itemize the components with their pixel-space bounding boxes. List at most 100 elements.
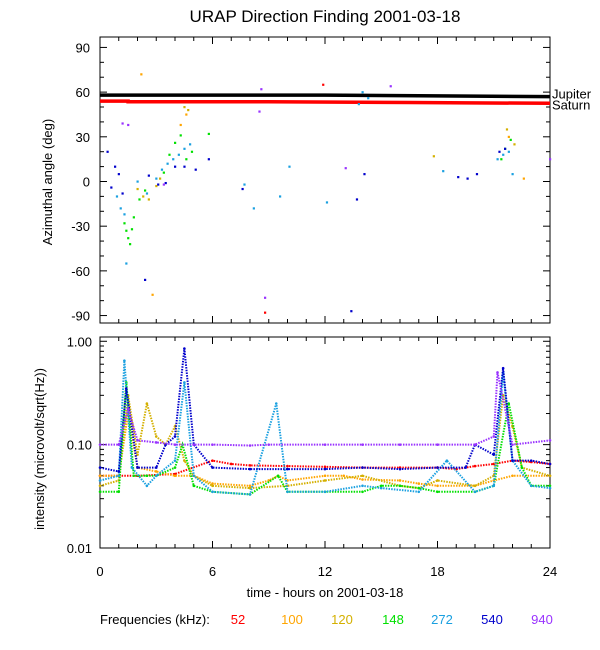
azimuth-point — [252, 207, 255, 210]
intensity-point — [548, 462, 552, 466]
y-tick-label: 0.01 — [67, 541, 92, 556]
chart-title: URAP Direction Finding 2001-03-18 — [190, 7, 461, 26]
x-tick-label: 24 — [543, 564, 557, 579]
azimuth-point — [144, 189, 147, 192]
azimuth-point — [389, 85, 392, 88]
intensity-point — [361, 466, 364, 469]
x-tick-label: 12 — [318, 564, 332, 579]
azimuth-point — [110, 186, 113, 189]
intensity-point — [323, 465, 327, 469]
intensity-point — [436, 443, 439, 446]
intensity-point — [548, 439, 552, 442]
intensity-series-148 — [100, 382, 550, 496]
intensity-point — [248, 467, 252, 471]
azimuth-point — [142, 195, 145, 198]
intensity-point — [342, 474, 346, 478]
y-tick-label: -30 — [71, 219, 90, 234]
azimuth-point — [151, 293, 154, 296]
intensity-point — [548, 486, 552, 490]
azimuth-point — [507, 135, 510, 139]
azimuth-point — [132, 216, 135, 219]
azimuth-point — [194, 168, 197, 171]
azimuth-point — [136, 180, 139, 183]
intensity-point — [117, 490, 121, 494]
azimuth-point — [498, 150, 501, 153]
intensity-point — [323, 490, 327, 494]
intensity-point — [548, 474, 552, 478]
azimuth-point — [241, 187, 244, 191]
intensity-point — [124, 387, 128, 390]
jupiter-reference-line — [100, 93, 551, 99]
legend-item-120: 120 — [331, 612, 353, 627]
intensity-point — [323, 467, 327, 471]
azimuth-point — [185, 113, 188, 116]
azimuth-point — [138, 198, 141, 201]
azimuth-point — [511, 173, 514, 176]
legend-title: Frequencies (kHz): — [100, 612, 210, 627]
intensity-point — [417, 490, 421, 494]
intensity-point — [117, 443, 121, 446]
intensity-point — [211, 443, 214, 446]
azimuth-point — [357, 103, 360, 106]
intensity-point — [323, 474, 327, 478]
azimuth-point — [119, 207, 122, 210]
azimuth-point — [166, 162, 169, 165]
azimuth-point — [121, 122, 124, 125]
azimuth-point — [496, 158, 499, 161]
intensity-point — [154, 441, 158, 444]
intensity-point — [248, 484, 252, 488]
intensity-point — [132, 474, 136, 478]
intensity-point — [520, 466, 524, 469]
intensity-point — [154, 470, 158, 473]
intensity-point — [211, 484, 214, 488]
intensity-point — [511, 474, 514, 478]
azimuth-y-axis-label: Azimuthal angle (deg) — [40, 119, 55, 245]
intensity-point — [183, 381, 186, 384]
azimuth-point — [513, 143, 516, 146]
azimuth-point — [507, 150, 510, 153]
azimuth-point — [117, 173, 120, 176]
azimuth-point — [160, 168, 164, 171]
intensity-point — [417, 482, 421, 485]
intensity-point — [398, 443, 402, 446]
azimuth-point — [159, 177, 162, 180]
intensity-point — [464, 466, 467, 469]
x-tick-label: 6 — [209, 564, 216, 579]
intensity-point — [436, 479, 439, 482]
intensity-point — [98, 479, 102, 482]
y-tick-label: 30 — [76, 130, 90, 145]
intensity-point — [192, 484, 196, 488]
saturn-label: Saturn — [552, 97, 590, 112]
intensity-point — [98, 474, 102, 478]
azimuth-point — [189, 143, 192, 146]
intensity-point — [286, 490, 289, 494]
intensity-point — [361, 484, 364, 488]
time-x-axis-label: time - hours on 2001-03-18 — [247, 585, 404, 600]
azimuth-point — [502, 153, 505, 156]
azimuth-point — [179, 134, 182, 137]
azimuth-point — [504, 147, 507, 150]
intensity-point — [511, 443, 514, 446]
x-tick-label: 0 — [96, 564, 103, 579]
intensity-point — [417, 486, 421, 490]
y-tick-label: 90 — [76, 40, 90, 55]
azimuth-point — [147, 174, 150, 177]
azimuth-point — [155, 184, 158, 188]
intensity-point — [473, 464, 477, 468]
intensity-point — [98, 443, 102, 446]
azimuth-point — [155, 177, 158, 180]
azimuth-point — [505, 128, 509, 131]
intensity-plot-frame — [99, 336, 551, 549]
intensity-point — [501, 366, 505, 370]
azimuth-point — [164, 181, 167, 185]
azimuth-point — [522, 177, 525, 180]
intensity-point — [361, 478, 364, 481]
intensity-point — [507, 402, 511, 405]
azimuth-point — [136, 187, 139, 191]
y-tick-label: 0 — [83, 174, 90, 189]
azimuth-point — [260, 88, 263, 91]
azimuth-point — [258, 110, 261, 113]
azimuth-point — [264, 296, 267, 299]
